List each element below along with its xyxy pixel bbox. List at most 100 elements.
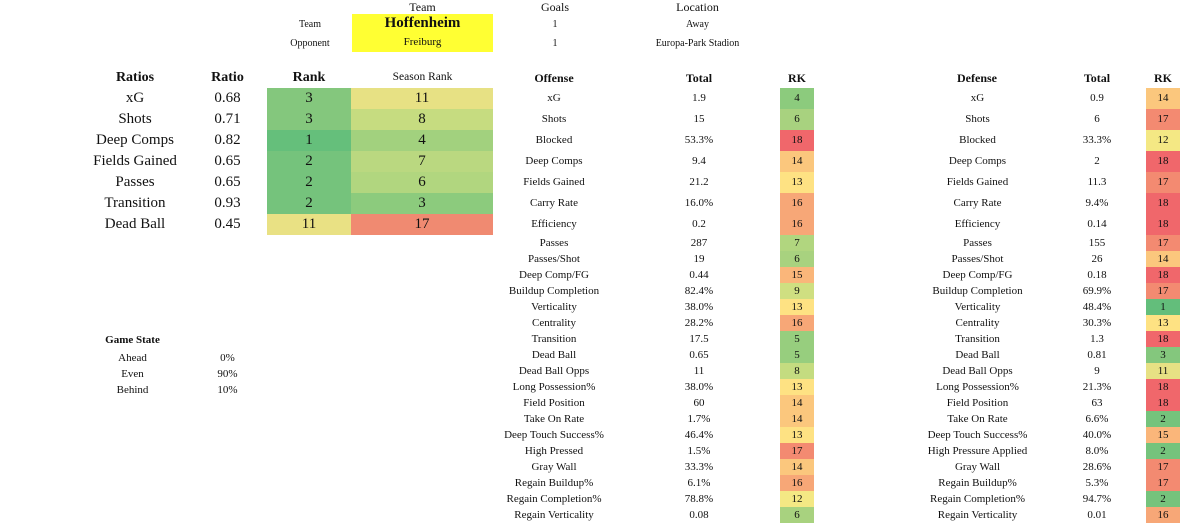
game-state-value: 90% (217, 368, 238, 380)
rank-header: Rank (292, 70, 326, 85)
defense-row-total: 8.0% (1085, 445, 1109, 457)
defense-rk-header: RK (1154, 71, 1172, 85)
offense-row-total: 53.3% (684, 134, 714, 146)
defense-row-rank: 14 (1146, 251, 1180, 267)
ratio-row-season-rank: 4 (351, 130, 493, 151)
offense-header: Offense (534, 71, 574, 85)
offense-row-rank: 18 (780, 130, 814, 151)
ratio-row-name: Deep Comps (96, 132, 174, 148)
offense-row-total: 17.5 (689, 333, 709, 345)
offense-row-rank: 4 (780, 88, 814, 109)
offense-row-name: Passes (539, 237, 569, 249)
offense-rk-header: RK (788, 71, 806, 85)
defense-row-total: 9.4% (1085, 197, 1109, 209)
offense-row-total: 28.2% (684, 317, 714, 329)
defense-row-total: 0.18 (1087, 269, 1107, 281)
offense-row-rank: 17 (780, 443, 814, 459)
defense-row-name: Shots (965, 113, 990, 125)
game-state-value: 10% (217, 384, 238, 396)
ratio-row-rank: 2 (267, 151, 351, 172)
game-state-label: Behind (116, 384, 149, 396)
defense-row-rank: 1 (1146, 299, 1180, 315)
defense-row-total: 6.6% (1085, 413, 1109, 425)
defense-row-total: 155 (1088, 237, 1106, 249)
opponent-name: Freiburg (352, 33, 493, 52)
offense-row-total: 287 (690, 237, 708, 249)
offense-row-name: Fields Gained (523, 176, 585, 188)
offense-row-rank: 14 (780, 395, 814, 411)
offense-row-rank: 6 (780, 109, 814, 130)
offense-row-total: 1.7% (687, 413, 711, 425)
offense-row-rank: 13 (780, 427, 814, 443)
defense-row-total: 0.14 (1087, 218, 1107, 230)
defense-row-name: Carry Rate (953, 197, 1002, 209)
offense-row-total: 21.2 (689, 176, 709, 188)
defense-row-rank: 18 (1146, 214, 1180, 235)
offense-row-name: Shots (541, 113, 567, 125)
defense-row-name: Passes/Shot (951, 253, 1004, 265)
offense-row-rank: 16 (780, 315, 814, 331)
offense-row-name: xG (547, 92, 561, 104)
team-location: Away (686, 19, 709, 30)
offense-row-total: 78.8% (684, 493, 714, 505)
defense-row-name: Dead Ball Opps (942, 365, 1013, 377)
defense-row-name: xG (970, 92, 985, 104)
defense-row-rank: 17 (1146, 172, 1180, 193)
offense-row-name: Deep Comps (525, 155, 583, 167)
ratio-row-value: 0.45 (214, 216, 241, 232)
offense-row-name: Carry Rate (530, 197, 578, 209)
defense-row-name: Field Position (946, 397, 1009, 409)
defense-row-rank: 3 (1146, 347, 1180, 363)
offense-row-rank: 5 (780, 331, 814, 347)
defense-row-rank: 17 (1146, 109, 1180, 130)
team-goals: 1 (552, 19, 558, 30)
offense-row-name: Transition (531, 333, 577, 345)
opponent-location: Europa-Park Stadion (655, 38, 740, 49)
opponent-label: Opponent (290, 38, 330, 49)
offense-row-name: Passes/Shot (528, 253, 580, 265)
ratio-row-value: 0.71 (214, 111, 241, 127)
offense-row-total: 15 (693, 113, 705, 125)
offense-row-rank: 6 (780, 507, 814, 523)
defense-row-rank: 18 (1146, 193, 1180, 214)
ratio-row-name: Passes (115, 174, 155, 190)
offense-row-total: 1.9 (692, 92, 706, 104)
offense-row-rank: 15 (780, 267, 814, 283)
game-state-label: Ahead (118, 352, 147, 364)
offense-row-total: 0.44 (689, 269, 709, 281)
defense-row-rank: 2 (1146, 443, 1180, 459)
offense-row-name: Long Possession% (512, 381, 596, 393)
ratio-row-rank: 11 (267, 214, 351, 235)
defense-row-total: 21.3% (1082, 381, 1112, 393)
offense-row-total: 11 (693, 365, 705, 377)
defense-row-name: Gray Wall (954, 461, 1001, 473)
ratio-row-value: 0.68 (214, 90, 241, 106)
offense-row-rank: 14 (780, 151, 814, 172)
defense-row-rank: 18 (1146, 395, 1180, 411)
defense-row-rank: 2 (1146, 491, 1180, 507)
offense-row-total: 38.0% (684, 301, 714, 313)
offense-row-rank: 6 (780, 251, 814, 267)
ratio-row-name: Fields Gained (93, 153, 177, 169)
defense-row-total: 0.81 (1087, 349, 1107, 361)
ratio-row-name: Shots (118, 111, 152, 127)
offense-row-total: 16.0% (684, 197, 714, 209)
ratio-row-rank: 2 (267, 193, 351, 214)
offense-row-rank: 8 (780, 363, 814, 379)
goals-column-header: Goals (541, 0, 569, 14)
offense-row-total: 19 (693, 253, 705, 265)
defense-row-name: Deep Comp/FG (942, 269, 1013, 281)
defense-row-rank: 17 (1146, 235, 1180, 251)
ratio-row-name: Dead Ball (104, 216, 166, 232)
defense-row-total: 2 (1094, 155, 1100, 167)
defense-row-rank: 17 (1146, 459, 1180, 475)
offense-row-name: High Pressed (524, 445, 584, 457)
offense-row-name: Regain Buildup% (514, 477, 594, 489)
offense-row-total: 38.0% (684, 381, 714, 393)
offense-row-rank: 9 (780, 283, 814, 299)
offense-row-name: Field Position (523, 397, 585, 409)
offense-row-total: 0.65 (689, 349, 709, 361)
offense-row-name: Deep Touch Success% (504, 429, 604, 441)
team-name: Hoffenheim (352, 14, 493, 33)
defense-row-name: Fields Gained (946, 176, 1009, 188)
